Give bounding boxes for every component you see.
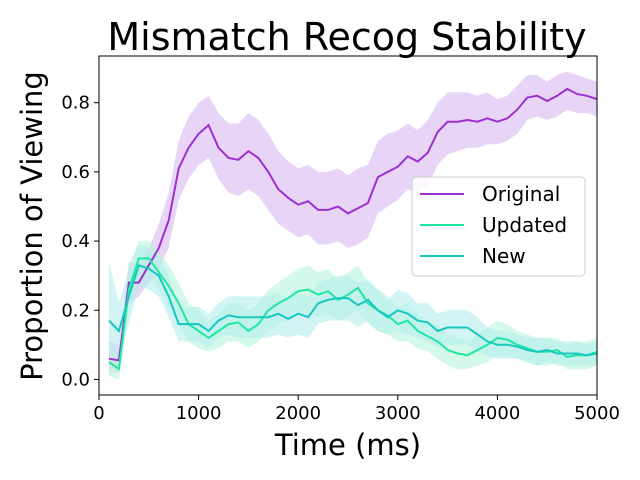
x-tick-label: 3000 <box>375 403 421 424</box>
legend-label-new: New <box>482 244 526 268</box>
x-axis-ticks: 0 1000 2000 3000 4000 5000 <box>93 395 620 424</box>
x-tick-label: 4000 <box>474 403 520 424</box>
band-new <box>109 244 597 366</box>
y-tick-label: 0.2 <box>61 300 90 321</box>
legend: Original Updated New <box>411 176 586 277</box>
x-tick-label: 1000 <box>176 403 222 424</box>
y-axis-label: Proportion of Viewing <box>15 71 49 381</box>
plot-frame <box>98 55 598 396</box>
y-tick-label: 0.6 <box>61 162 90 183</box>
x-tick-label: 5000 <box>574 403 620 424</box>
y-tick-label: 0.8 <box>61 93 90 114</box>
series-lines <box>108 87 598 371</box>
chart-title: Mismatch Recog Stability <box>107 15 586 59</box>
line-updated <box>108 257 598 371</box>
x-tick-label: 0 <box>93 403 104 424</box>
y-tick-label: 0.4 <box>61 231 90 252</box>
legend-box <box>411 176 586 277</box>
band-original <box>109 71 597 373</box>
x-tick-label: 2000 <box>275 403 321 424</box>
y-axis-ticks: 0.0 0.2 0.4 0.6 0.8 <box>61 93 99 390</box>
line-new <box>108 264 598 357</box>
x-axis-label: Time (ms) <box>274 428 421 462</box>
confidence-bands <box>109 71 597 380</box>
legend-label-original: Original <box>482 182 560 206</box>
line-original <box>108 87 598 362</box>
y-tick-label: 0.0 <box>61 369 90 390</box>
legend-label-updated: Updated <box>482 213 567 237</box>
